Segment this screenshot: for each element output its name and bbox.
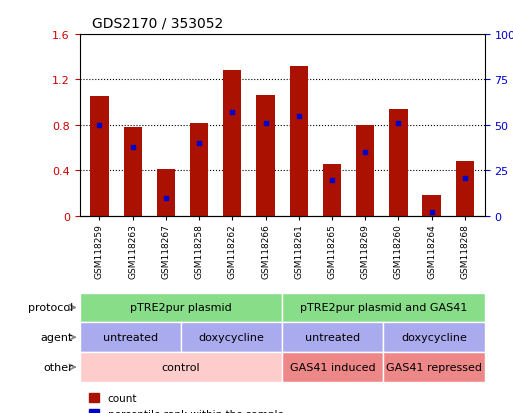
Text: pTRE2pur plasmid: pTRE2pur plasmid (130, 303, 232, 313)
Text: protocol: protocol (28, 303, 73, 313)
Text: GAS41 induced: GAS41 induced (290, 362, 376, 372)
Bar (456, 162, 474, 216)
Bar (356, 126, 374, 216)
Bar (290, 66, 308, 216)
Text: agent: agent (41, 332, 73, 342)
Text: other: other (43, 362, 73, 372)
Bar (323, 164, 341, 216)
Bar (256, 96, 274, 216)
Bar (389, 109, 407, 216)
Bar (124, 128, 142, 216)
Text: doxycycline: doxycycline (199, 332, 264, 342)
Bar (90, 97, 109, 216)
Text: doxycycline: doxycycline (401, 332, 467, 342)
Bar (423, 196, 441, 216)
Bar (190, 123, 208, 216)
Legend: count, percentile rank within the sample: count, percentile rank within the sample (85, 389, 288, 413)
Text: pTRE2pur plasmid and GAS41: pTRE2pur plasmid and GAS41 (300, 303, 467, 313)
Text: control: control (162, 362, 200, 372)
Text: untreated: untreated (305, 332, 360, 342)
Bar (223, 71, 242, 216)
Text: untreated: untreated (103, 332, 157, 342)
Text: GAS41 repressed: GAS41 repressed (386, 362, 482, 372)
Bar (157, 170, 175, 216)
Text: GDS2170 / 353052: GDS2170 / 353052 (92, 17, 224, 31)
